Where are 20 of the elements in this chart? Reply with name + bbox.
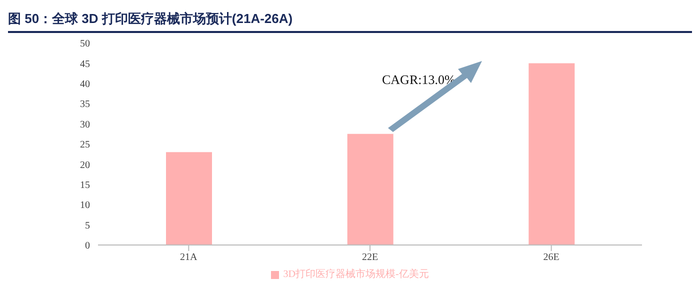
legend-label: 3D打印医疗器械市场规模-亿美元 xyxy=(283,269,429,280)
x-tick-label: 26E xyxy=(543,252,560,264)
y-tick-label: 5 xyxy=(85,220,90,232)
y-tick-label: 15 xyxy=(80,180,90,191)
annotation: CAGR:13.0% xyxy=(382,72,456,88)
bar xyxy=(528,63,575,245)
y-tick-label: 20 xyxy=(80,160,90,171)
y-tick-label: 50 xyxy=(80,38,90,50)
y-tick-label: 45 xyxy=(80,58,90,70)
y-tick-label: 0 xyxy=(85,240,90,252)
y-tick-label: 30 xyxy=(80,119,90,130)
y-tick-label: 25 xyxy=(80,140,90,151)
bar xyxy=(166,152,212,245)
y-tick-label: 40 xyxy=(80,78,90,90)
x-tick-label: 21A xyxy=(180,252,198,264)
chart-title: 图 50：全球 3D 打印医疗器械市场预计(21A-26A) xyxy=(8,8,692,33)
y-tick-label: 10 xyxy=(80,200,90,212)
y-tick-label: 35 xyxy=(80,99,90,110)
x-tick-label: 22E xyxy=(362,252,378,264)
bar xyxy=(347,134,394,245)
